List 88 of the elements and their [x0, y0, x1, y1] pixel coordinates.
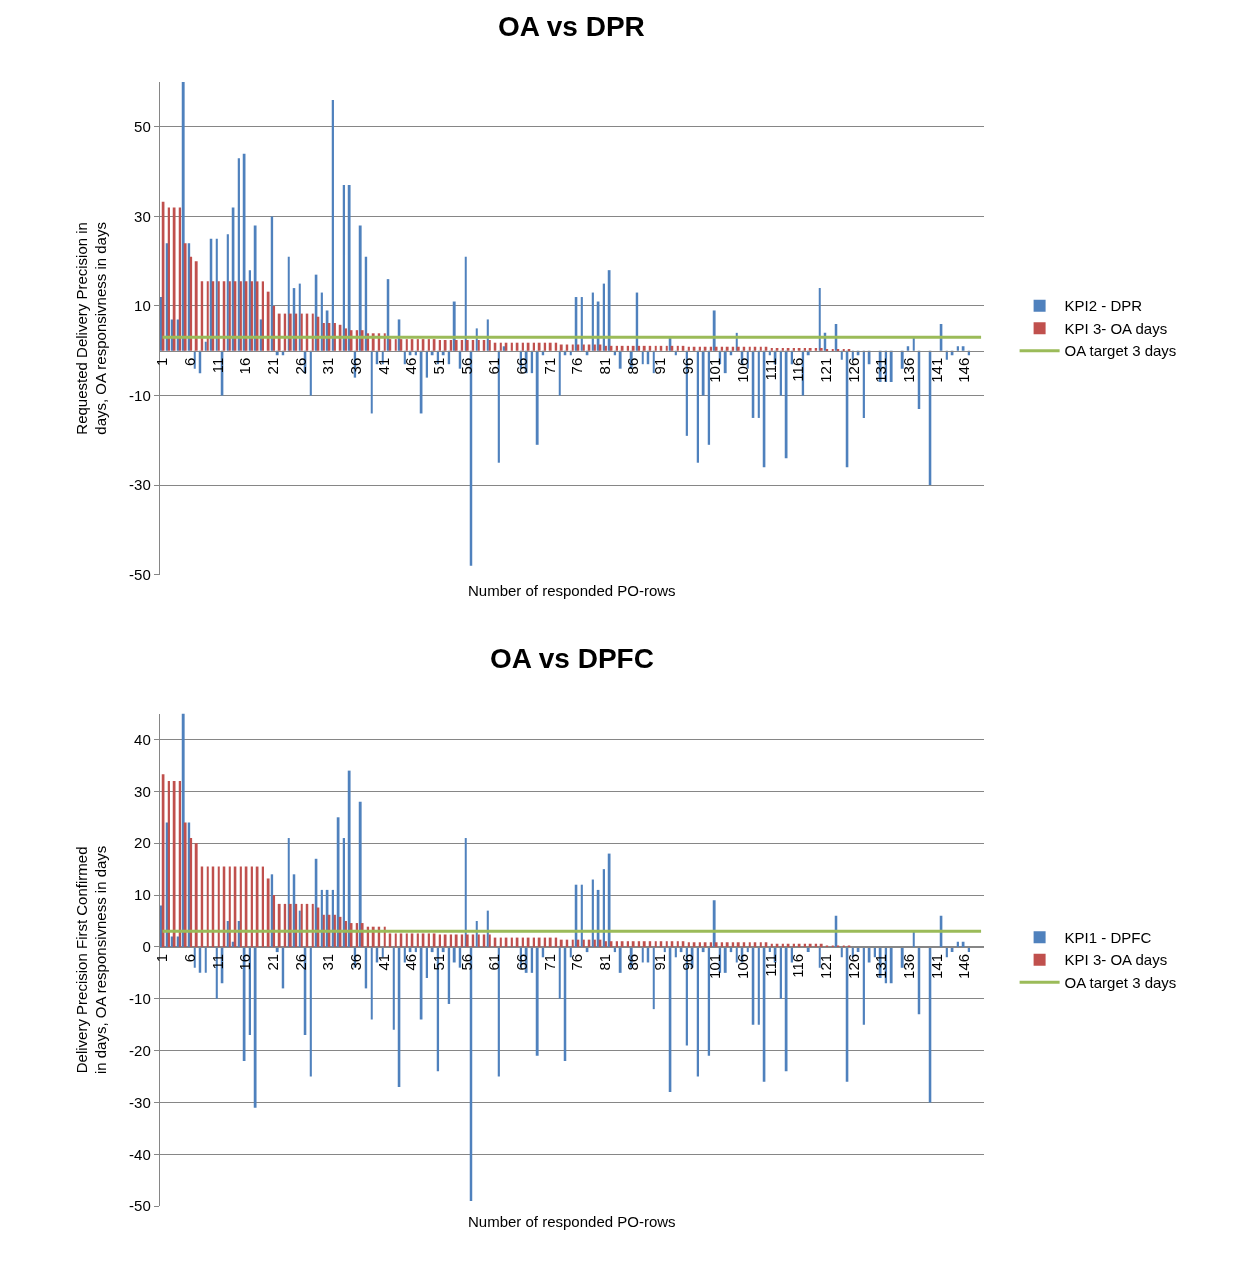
x-tick-label: 136	[900, 357, 918, 383]
x-tick-label: 36	[346, 953, 364, 971]
x-tick-label: 21	[264, 357, 282, 375]
x-tick-label: 121	[817, 953, 835, 979]
x-tick-label: 56	[457, 953, 475, 971]
x-tick-label: 76	[568, 953, 586, 971]
x-tick-label: 11	[208, 357, 226, 374]
x-tick-label: 126	[844, 953, 862, 979]
y-tick-label: 0	[142, 938, 151, 956]
x-tick-label: 61	[485, 953, 503, 971]
x-tick-label: 116	[789, 953, 807, 978]
x-tick-label: 91	[651, 357, 669, 375]
x-tick-label: 26	[291, 357, 309, 375]
y-tick-label: 10	[134, 297, 151, 315]
y-tick-label: 50	[134, 118, 151, 136]
x-tick-label: 106	[734, 953, 752, 979]
x-tick-label: 71	[540, 357, 558, 375]
x-tick-label: 76	[568, 357, 586, 375]
legend-label: OA target 3 days	[1064, 342, 1177, 360]
y-tick-label: -10	[129, 386, 151, 404]
x-tick-label: 81	[595, 357, 613, 375]
y-tick-label: -50	[129, 565, 151, 583]
x-tick-label: 46	[402, 357, 420, 375]
x-tick-label: 136	[900, 953, 918, 979]
y-tick-label: 30	[134, 207, 151, 225]
y-tick-label: -30	[129, 1093, 151, 1111]
x-tick-label: 16	[236, 953, 254, 971]
x-tick-label: 96	[678, 357, 696, 375]
x-tick-label: 86	[623, 357, 641, 375]
y-tick-label: 30	[134, 782, 151, 800]
y-tick-label: -10	[129, 990, 151, 1008]
x-tick-label: 131	[872, 953, 890, 979]
x-tick-label: 11	[208, 953, 226, 970]
x-tick-label: 71	[540, 953, 558, 971]
x-tick-label: 66	[512, 953, 530, 971]
x-tick-label: 86	[623, 953, 641, 971]
x-tick-label: 111	[761, 357, 779, 381]
x-tick-label: 16	[236, 357, 254, 375]
x-tick-label: 31	[319, 357, 337, 375]
legend-label: KPI 3- OA days	[1064, 319, 1168, 337]
x-tick-label: 111	[761, 953, 779, 977]
x-tick-label: 6	[181, 357, 199, 367]
y-axis-title: Requested Delivery Precision in days, OA responsivness in days	[72, 222, 110, 435]
x-tick-label: 126	[844, 357, 862, 383]
y-tick-label: -40	[129, 1145, 151, 1163]
x-tick-label: 41	[374, 953, 392, 971]
x-tick-label: 81	[595, 953, 613, 971]
x-tick-label: 121	[817, 357, 835, 383]
x-tick-label: 61	[485, 357, 503, 375]
x-tick-label: 51	[429, 953, 447, 971]
legend-label: KPI2 - DPR	[1064, 297, 1143, 315]
x-tick-label: 1	[153, 357, 171, 367]
x-axis-title: Number of responded PO-rows	[468, 1213, 676, 1230]
x-tick-label: 101	[706, 357, 724, 383]
x-tick-label: 131	[872, 357, 890, 383]
y-tick-label: -20	[129, 1041, 151, 1059]
x-tick-label: 96	[678, 953, 696, 971]
x-axis-title: Number of responded PO-rows	[468, 582, 676, 599]
x-tick-label: 26	[291, 953, 309, 971]
x-tick-label: 51	[429, 357, 447, 375]
y-tick-label: 20	[134, 834, 151, 852]
x-tick-label: 36	[346, 357, 364, 375]
y-tick-label: -50	[129, 1197, 151, 1215]
x-tick-label: 106	[734, 357, 752, 383]
x-tick-label: 21	[264, 953, 282, 971]
x-tick-label: 46	[402, 953, 420, 971]
y-tick-label: 10	[134, 886, 151, 904]
x-tick-label: 1	[153, 953, 171, 963]
x-tick-label: 141	[927, 357, 945, 383]
y-tick-label: -30	[129, 476, 151, 494]
x-tick-label: 101	[706, 953, 724, 979]
legend-label: KPI1 - DPFC	[1064, 928, 1152, 946]
x-tick-label: 31	[319, 953, 337, 971]
x-tick-label: 146	[955, 357, 973, 383]
chart-title: OA vs DPR	[498, 11, 645, 42]
legend-label: KPI 3- OA days	[1064, 951, 1168, 969]
x-tick-label: 141	[927, 953, 945, 979]
x-tick-label: 66	[512, 357, 530, 375]
y-axis-title: Delivery Precision First Confirmed in days, OA responsivness in days	[72, 845, 110, 1075]
x-tick-label: 91	[651, 953, 669, 971]
x-tick-label: 56	[457, 357, 475, 375]
chart-title: OA vs DPFC	[490, 643, 654, 674]
y-tick-label: 40	[134, 730, 151, 748]
x-tick-label: 6	[181, 953, 199, 963]
x-tick-label: 41	[374, 357, 392, 375]
x-tick-label: 146	[955, 953, 973, 979]
legend-label: OA target 3 days	[1064, 973, 1177, 991]
x-tick-label: 116	[789, 357, 807, 382]
